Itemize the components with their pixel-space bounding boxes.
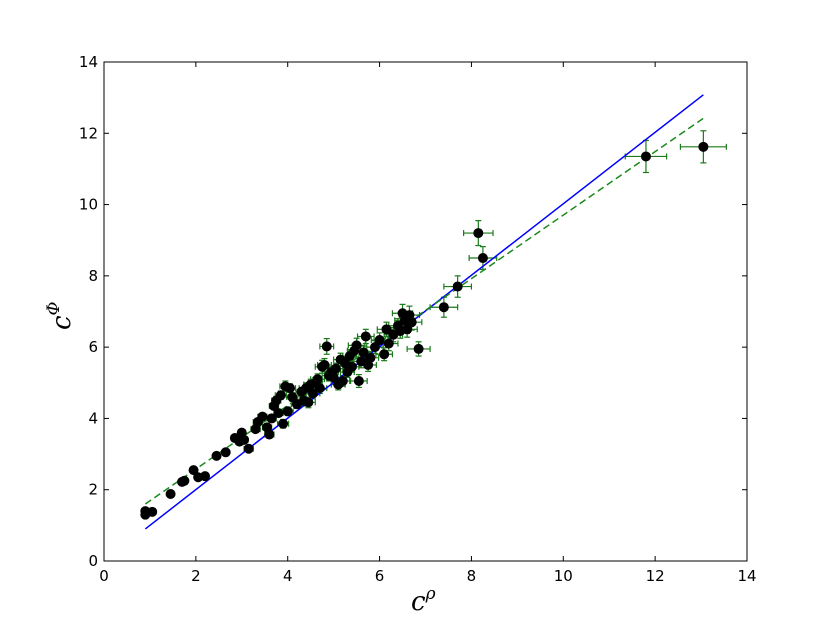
- data-point: [379, 349, 390, 360]
- y-tick-label: 14: [79, 53, 98, 71]
- data-point: [365, 352, 376, 363]
- data-point: [319, 359, 330, 370]
- data-point: [477, 253, 488, 264]
- x-axis-label: cρ: [411, 584, 436, 617]
- data-point: [239, 434, 250, 445]
- x-tick-label: 0: [99, 567, 109, 585]
- data-point: [347, 361, 358, 372]
- data-point: [351, 340, 362, 351]
- data-point: [640, 151, 651, 162]
- data-point: [211, 450, 222, 461]
- data-point: [179, 475, 190, 486]
- data-point: [188, 465, 199, 476]
- data-point: [287, 392, 298, 403]
- data-point: [312, 374, 323, 385]
- data-point: [473, 228, 484, 239]
- x-tick-label: 8: [467, 567, 477, 585]
- y-tick-label: 8: [88, 267, 98, 285]
- data-point: [330, 363, 341, 374]
- data-point: [381, 324, 392, 335]
- data-point: [266, 413, 277, 424]
- x-tick-label: 12: [646, 567, 665, 585]
- data-point: [165, 488, 176, 499]
- data-point: [413, 343, 424, 354]
- data-point: [406, 317, 417, 328]
- data-point: [285, 383, 296, 394]
- data-point: [282, 406, 293, 417]
- data-point: [278, 418, 289, 429]
- data-point: [275, 390, 286, 401]
- data-point: [220, 447, 231, 458]
- solid-fit-line: [144, 94, 704, 530]
- data-point: [353, 376, 364, 387]
- y-tick-label: 12: [79, 124, 98, 142]
- data-point: [698, 141, 709, 152]
- data-point: [307, 388, 318, 399]
- data-point: [147, 506, 158, 517]
- data-point: [369, 342, 380, 353]
- data-point: [314, 383, 325, 394]
- data-point: [303, 397, 314, 408]
- data-point: [243, 443, 254, 454]
- x-tick-label: 14: [737, 567, 756, 585]
- x-tick-label: 6: [375, 567, 385, 585]
- data-point: [337, 376, 348, 387]
- x-tick-label: 10: [554, 567, 573, 585]
- data-point: [358, 347, 369, 358]
- data-point: [273, 408, 284, 419]
- y-tick-label: 10: [79, 196, 98, 214]
- data-point: [383, 338, 394, 349]
- data-point: [200, 471, 211, 482]
- data-point: [438, 302, 449, 313]
- data-point: [264, 429, 275, 440]
- y-tick-label: 4: [88, 409, 98, 427]
- plot-marks: [140, 94, 727, 530]
- data-point: [452, 281, 463, 292]
- x-tick-label: 2: [191, 567, 201, 585]
- data-point: [402, 324, 413, 335]
- y-tick-label: 2: [88, 481, 98, 499]
- data-point: [360, 331, 371, 342]
- y-axis-label: cΦ: [44, 301, 77, 330]
- axis-ticks: 0 2 4 6 8 10 12 14 0 2 4 6 8 10 12 14: [79, 53, 757, 585]
- data-point: [321, 341, 332, 352]
- plot-frame: [103, 61, 748, 562]
- x-tick-label: 4: [283, 567, 293, 585]
- data-point: [257, 411, 268, 422]
- y-tick-label: 6: [88, 338, 98, 356]
- y-tick-label: 0: [88, 552, 98, 570]
- data-point: [374, 335, 385, 346]
